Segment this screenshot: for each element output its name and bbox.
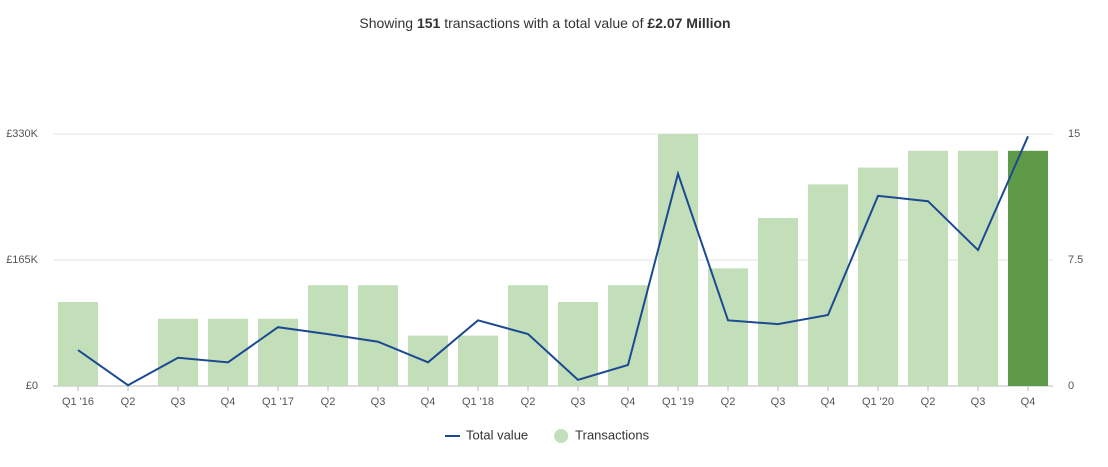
x-tick-label: Q4 <box>221 396 236 408</box>
chart-title: Showing 151 transactions with a total va… <box>359 15 730 31</box>
bar <box>558 302 598 386</box>
x-tick-label: Q3 <box>571 396 586 408</box>
x-tick-label: Q4 <box>1021 396 1036 408</box>
bar <box>758 218 798 386</box>
bar <box>158 318 198 386</box>
x-tick-label: Q3 <box>371 396 386 408</box>
x-tick-label: Q4 <box>821 396 836 408</box>
bar <box>708 268 748 386</box>
y2-tick-label: 15 <box>1068 128 1080 140</box>
y-tick-label: £330K <box>6 128 38 140</box>
x-tick-label: Q2 <box>921 396 936 408</box>
x-tick-label: Q1 '17 <box>262 396 294 408</box>
x-tick-label: Q4 <box>621 396 636 408</box>
legend-label: Total value <box>466 427 528 442</box>
x-tick-label: Q2 <box>121 396 136 408</box>
x-tick-label: Q2 <box>521 396 536 408</box>
title-part: transactions with a total value of <box>444 15 643 31</box>
bar <box>508 285 548 386</box>
x-tick-label: Q4 <box>421 396 436 408</box>
x-tick-label: Q3 <box>971 396 986 408</box>
bar <box>858 167 898 386</box>
legend-marker <box>554 429 569 443</box>
y-tick-label: £0 <box>26 380 38 392</box>
y2-tick-label: 7.5 <box>1068 254 1083 266</box>
bar <box>1008 150 1048 386</box>
x-tick-label: Q1 '16 <box>62 396 94 408</box>
bar <box>58 302 98 386</box>
x-tick-label: Q2 <box>721 396 736 408</box>
legend-label: Transactions <box>575 427 649 442</box>
bar <box>958 150 998 386</box>
x-tick-label: Q1 '18 <box>462 396 494 408</box>
bar <box>458 335 498 386</box>
bar <box>908 150 948 386</box>
bar <box>608 285 648 386</box>
title-part: Showing <box>359 15 413 31</box>
title-part: £2.07 Million <box>647 15 730 31</box>
x-tick-label: Q3 <box>771 396 786 408</box>
x-tick-label: Q1 '19 <box>662 396 694 408</box>
x-tick-label: Q2 <box>321 396 336 408</box>
bar <box>808 184 848 386</box>
title-part: 151 <box>417 15 441 31</box>
x-tick-label: Q1 '20 <box>862 396 894 408</box>
y-tick-label: £165K <box>6 254 38 266</box>
bar <box>408 335 448 386</box>
bar <box>358 285 398 386</box>
line <box>77 135 1029 387</box>
x-tick-label: Q3 <box>171 396 186 408</box>
y2-tick-label: 0 <box>1068 380 1074 392</box>
